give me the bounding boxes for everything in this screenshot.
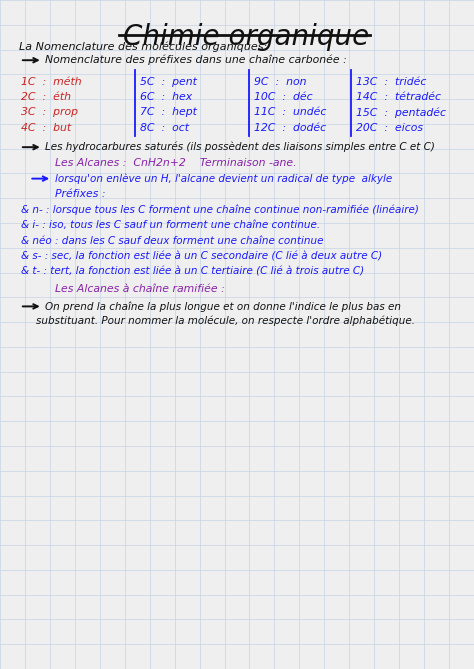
Text: Nomenclature des préfixes dans une chaîne carbonée :: Nomenclature des préfixes dans une chaîn… [45,55,347,66]
Text: 9C  :  non: 9C : non [254,77,306,86]
Text: & t- : tert, la fonction est liée à un C tertiaire (C lié à trois autre C): & t- : tert, la fonction est liée à un C… [21,267,365,276]
Text: 14C  :  tétradéc: 14C : tétradéc [356,92,440,102]
Text: 2C  :  éth: 2C : éth [21,92,71,102]
Text: 5C  :  pent: 5C : pent [140,77,197,86]
Text: 15C  :  pentadéc: 15C : pentadéc [356,107,446,118]
Text: 3C  :  prop: 3C : prop [21,108,78,117]
Text: Les Alcanes à chaîne ramifiée :: Les Alcanes à chaîne ramifiée : [55,284,224,294]
Text: & néo : dans les C sauf deux forment une chaîne continue: & néo : dans les C sauf deux forment une… [21,236,324,246]
Text: Préfixes :: Préfixes : [55,189,105,199]
Text: 13C  :  tridéc: 13C : tridéc [356,77,426,86]
Text: 8C  :  oct: 8C : oct [140,123,189,132]
Text: 11C  :  undéc: 11C : undéc [254,108,326,117]
Text: 10C  :  déc: 10C : déc [254,92,312,102]
Text: substituant. Pour nommer la molécule, on respecte l'ordre alphabétique.: substituant. Pour nommer la molécule, on… [36,316,415,326]
Text: Chimie organique: Chimie organique [123,23,370,52]
Text: 4C  :  but: 4C : but [21,123,72,132]
Text: Les hydrocarbures saturés (ils possèdent des liaisons simples entre C et C): Les hydrocarbures saturés (ils possèdent… [45,142,435,153]
Text: Les Alcanes :  CnH2n+2    Terminaison -ane.: Les Alcanes : CnH2n+2 Terminaison -ane. [55,158,296,167]
Text: & s- : sec, la fonction est liée à un C secondaire (C lié à deux autre C): & s- : sec, la fonction est liée à un C … [21,252,383,261]
Text: 6C  :  hex: 6C : hex [140,92,192,102]
Text: lorsqu'on enlève un H, l'alcane devient un radical de type  alkyle: lorsqu'on enlève un H, l'alcane devient … [55,173,392,184]
Text: 20C  :  eicos: 20C : eicos [356,123,422,132]
Text: On prend la chaîne la plus longue et on donne l'indice le plus bas en: On prend la chaîne la plus longue et on … [45,301,401,312]
Text: La Nomenclature des molécules organiques:: La Nomenclature des molécules organiques… [19,41,267,52]
Text: 1C  :  méth: 1C : méth [21,77,82,86]
Text: & i- : iso, tous les C sauf un forment une chaîne continue.: & i- : iso, tous les C sauf un forment u… [21,221,320,230]
Text: 7C  :  hept: 7C : hept [140,108,197,117]
Text: & n- : lorsque tous les C forment une chaîne continue non-ramifiée (linéaire): & n- : lorsque tous les C forment une ch… [21,204,419,215]
Text: 12C  :  dodéc: 12C : dodéc [254,123,326,132]
